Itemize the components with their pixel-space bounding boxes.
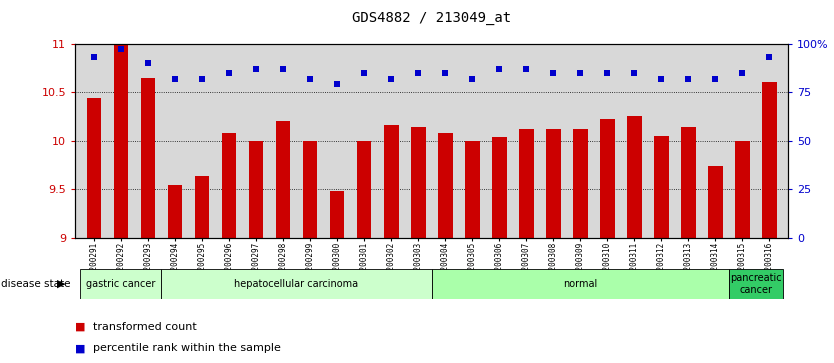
Point (736, 70, 749, 76)
Text: gastric cancer: gastric cancer (86, 279, 156, 289)
Bar (519, 129, 534, 238)
Point (492, 66, 505, 72)
Bar (654, 136, 669, 238)
Point (439, 70, 452, 76)
Bar (222, 133, 237, 238)
Point (330, 81, 344, 87)
Text: percentile rank within the sample: percentile rank within the sample (93, 343, 281, 354)
Point (411, 70, 425, 76)
Bar (708, 166, 722, 238)
Bar (357, 140, 371, 238)
Point (655, 76, 668, 81)
Bar (80, 269, 162, 299)
Bar (141, 78, 155, 238)
Point (141, 60, 154, 66)
Bar (573, 129, 588, 238)
Text: disease state: disease state (1, 279, 70, 289)
Point (195, 76, 208, 81)
Bar (168, 185, 183, 238)
Point (114, 46, 128, 52)
Point (709, 76, 722, 81)
Bar (384, 125, 399, 238)
Bar (87, 98, 102, 238)
Point (88, 54, 101, 60)
Point (681, 76, 695, 81)
Point (223, 70, 236, 76)
Text: ■: ■ (75, 322, 86, 332)
Bar (626, 117, 641, 238)
Point (465, 76, 479, 81)
Point (168, 76, 182, 81)
Bar (600, 119, 615, 238)
Point (304, 76, 317, 81)
Bar (194, 176, 209, 238)
Bar (465, 140, 480, 238)
Bar (249, 140, 264, 238)
Bar (410, 127, 425, 238)
Text: GDS4882 / 213049_at: GDS4882 / 213049_at (352, 11, 511, 25)
Point (358, 70, 371, 76)
Bar (303, 140, 318, 238)
Bar (275, 121, 290, 238)
Point (627, 70, 641, 76)
Bar (432, 269, 729, 299)
Bar (735, 140, 750, 238)
Bar (492, 137, 506, 238)
Text: ▶: ▶ (58, 279, 66, 289)
Bar (438, 133, 453, 238)
Bar (162, 269, 432, 299)
Text: hepatocellular carcinoma: hepatocellular carcinoma (234, 279, 359, 289)
Bar (681, 127, 696, 238)
Text: normal: normal (563, 279, 597, 289)
Bar (113, 44, 128, 238)
Text: pancreatic
cancer: pancreatic cancer (730, 273, 781, 295)
Point (600, 70, 614, 76)
Text: transformed count: transformed count (93, 322, 197, 332)
Bar (329, 191, 344, 238)
Point (520, 66, 533, 72)
Point (546, 70, 560, 76)
Bar (729, 269, 783, 299)
Point (276, 66, 289, 72)
Bar (545, 129, 560, 238)
Point (384, 76, 398, 81)
Text: ■: ■ (75, 343, 86, 354)
Point (249, 66, 263, 72)
Point (574, 70, 587, 76)
Point (762, 54, 776, 60)
Bar (761, 82, 776, 238)
